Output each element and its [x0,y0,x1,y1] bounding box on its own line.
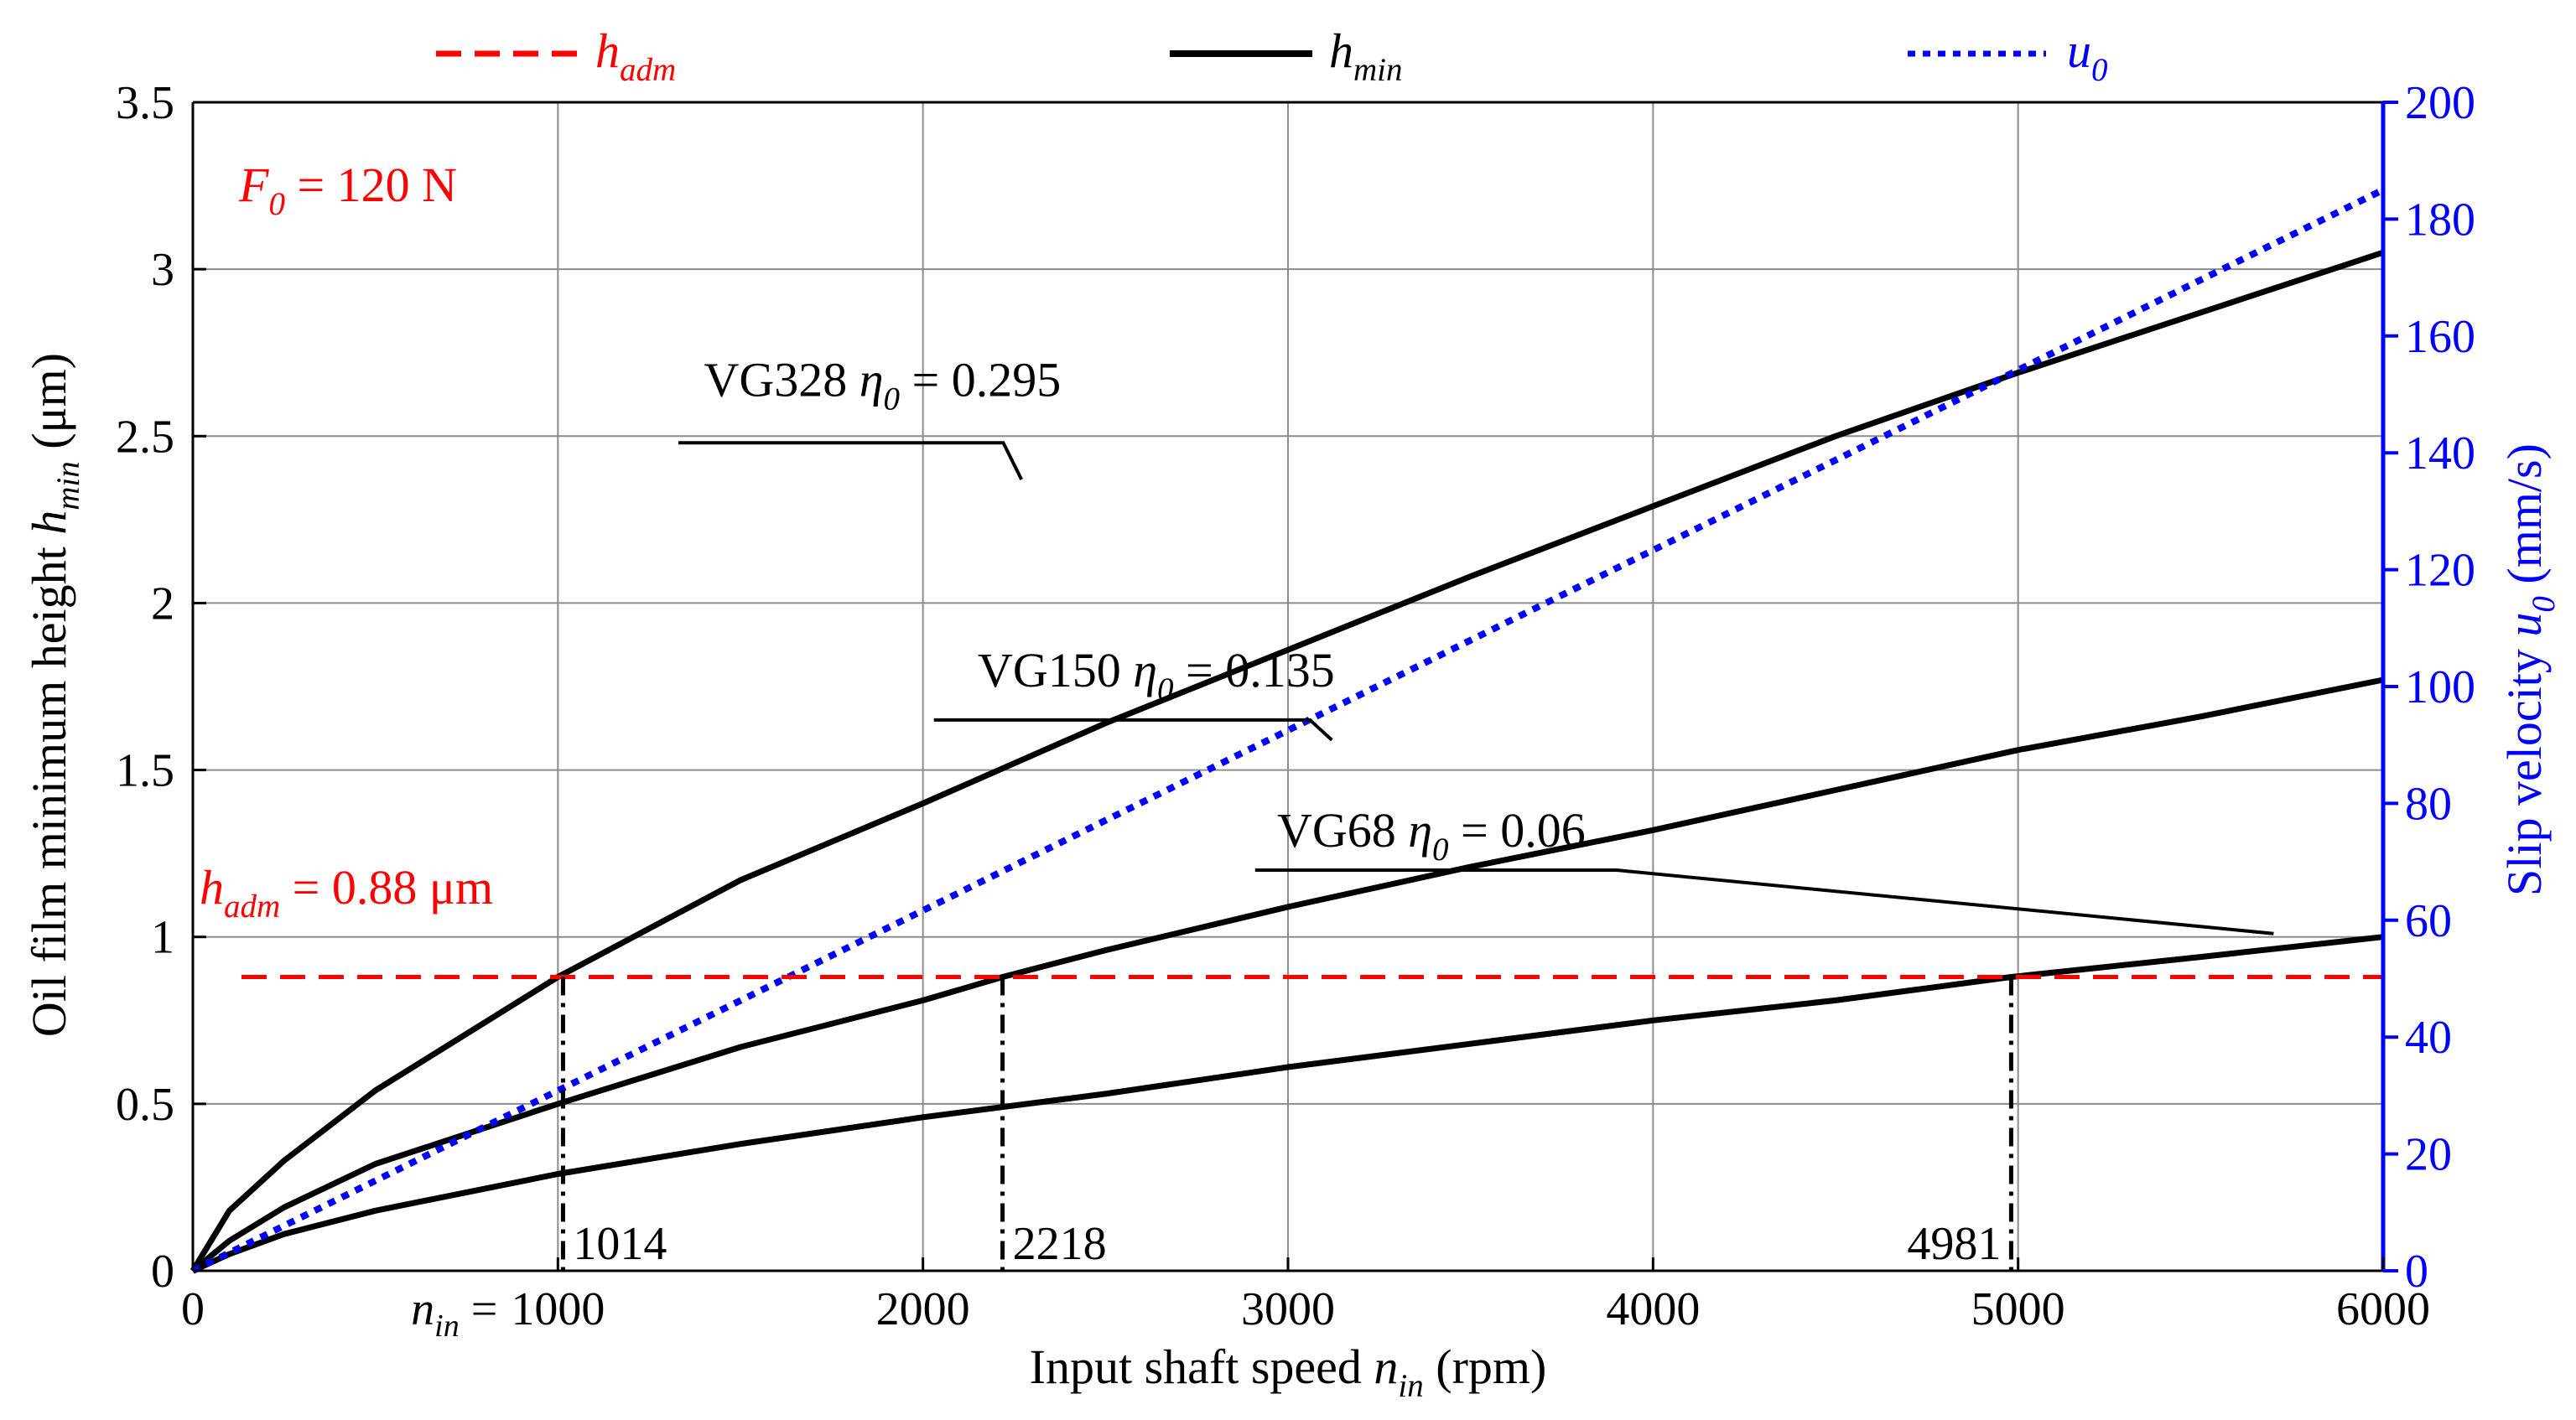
leader-line-vg150 [933,718,1333,742]
intersection-label: 1014 [573,1218,667,1270]
y-right-axis-title: Slip velocity u0 (mm/s) [2497,443,2562,896]
legend-label-u0: u0 [2067,23,2108,88]
y-left-tick-label: 1 [151,912,174,964]
leader-line-vg68 [1254,868,2274,935]
x-tick-label: 4000 [1606,1283,1700,1335]
y-right-tick-label: 140 [2405,428,2475,479]
series-line-vg150 [190,676,2384,1273]
y-left-tick-label: 2 [151,578,174,630]
x-tick-label: 3000 [1241,1283,1335,1335]
series-label-vg150: VG150 η0 = 0.135 [978,643,1335,707]
series-label-vg328: VG328 η0 = 0.295 [704,352,1061,417]
legend: hadm hmin u0 [436,23,2108,88]
series-layer [190,186,2385,1274]
y-left-tick-label: 0.5 [116,1079,174,1131]
y-right-tick-label: 40 [2405,1012,2452,1064]
y-right-tick-label: 60 [2405,895,2452,947]
series-line-vg68 [191,934,2384,1274]
y-right-tick-label: 120 [2405,545,2475,597]
h-adm-label: hadm = 0.88 μm [200,860,493,925]
y-right-tick-label: 20 [2405,1129,2452,1181]
legend-label-hmin: hmin [1329,23,1403,88]
load-label: F0 = 120 N [238,158,457,222]
x-tick-label: 5000 [1971,1283,2065,1335]
legend-label-hadm: hadm [595,23,676,88]
x-tick-prefix: nin = [411,1283,497,1344]
y-right-tick-label: 100 [2405,661,2475,713]
annotation-layer: 1014 2218 4981 hadm = 0.88 μm F0 = 120 N VG32… [200,158,2383,1271]
y-left-tick-label: 3 [151,244,174,296]
y-right-tick-label: 200 [2405,77,2475,129]
y-left-tick-label: 0 [151,1246,174,1298]
grid [193,102,2383,1271]
x-tick-label: 6000 [2336,1283,2430,1335]
intersection-label: 2218 [1013,1218,1107,1270]
x-axis-title: Input shaft speed nin (rpm) [1030,1340,1547,1404]
x-tick-label: 1000 [511,1283,605,1335]
y-left-axis-title: Oil film minimum height hmin (μm) [22,353,86,1037]
leader-line-vg328 [678,441,1023,480]
y-left-tick-label: 3.5 [116,77,174,129]
y-right-tick-label: 80 [2405,778,2452,830]
y-left-tick-label: 2.5 [116,411,174,463]
y-right-tick-label: 160 [2405,311,2475,363]
y-right-tick-label: 180 [2405,194,2475,246]
intersection-label: 4981 [1907,1218,2001,1270]
y-left-tick-label: 1.5 [116,745,174,797]
x-tick-label: 0 [181,1283,205,1335]
series-line-vg328 [190,249,2385,1272]
x-tick-label: 2000 [876,1283,970,1335]
y-right-tick-label: 0 [2405,1246,2428,1298]
series-label-vg68: VG68 η0 = 0.06 [1277,803,1586,868]
